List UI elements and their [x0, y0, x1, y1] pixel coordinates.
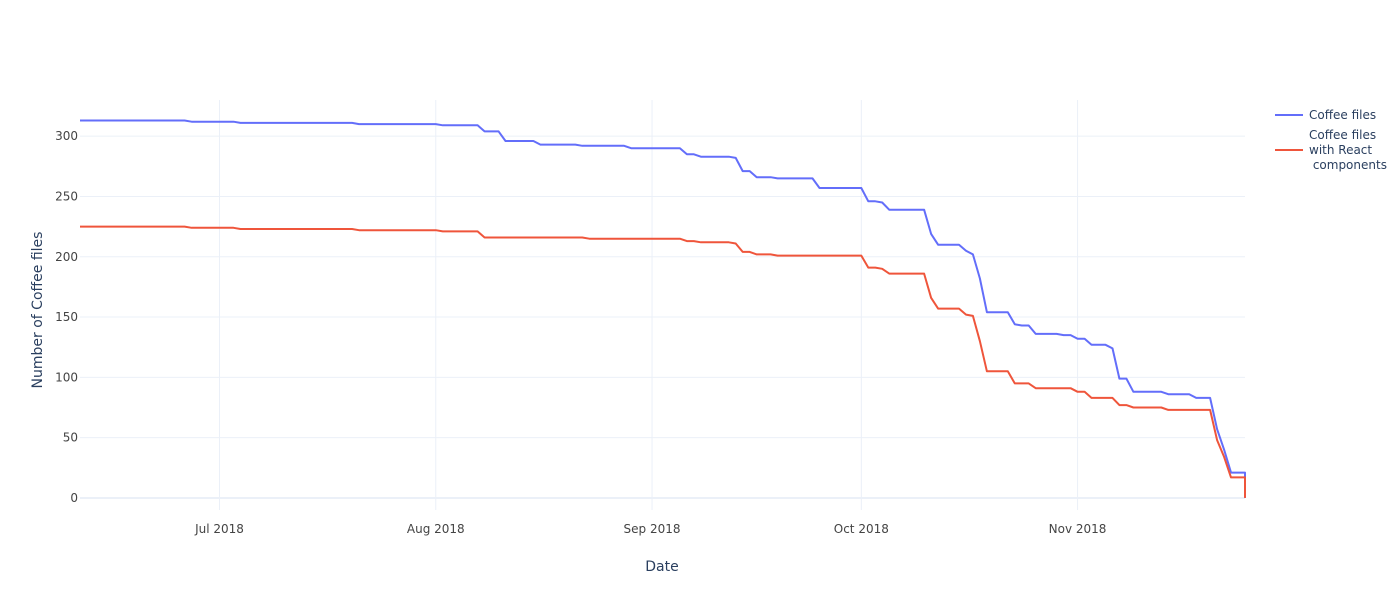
legend-label-line: components	[1309, 158, 1387, 172]
legend-label-line: with React	[1309, 143, 1372, 157]
legend-item-1[interactable]: Coffee files	[1275, 108, 1376, 122]
y-tick-label: 50	[63, 431, 78, 445]
y-tick-label: 100	[55, 370, 78, 384]
legend-item-2[interactable]: Coffee files with React components	[1275, 128, 1387, 172]
x-tick-label: Aug 2018	[407, 522, 465, 536]
x-tick-label: Sep 2018	[624, 522, 681, 536]
series-line-2	[80, 225, 1246, 498]
series-line-1	[80, 119, 1246, 498]
x-tick-label: Jul 2018	[194, 522, 244, 536]
y-axis-title: Number of Coffee files	[30, 232, 46, 389]
grid-lines	[80, 100, 1245, 510]
y-tick-label: 250	[55, 189, 78, 203]
x-tick-label: Oct 2018	[834, 522, 889, 536]
y-tick-label: 0	[70, 491, 78, 505]
legend-label: Coffee files	[1309, 108, 1376, 122]
x-axis-title: Date	[645, 559, 678, 575]
series-lines	[80, 119, 1246, 498]
legend-label-line: Coffee files	[1309, 128, 1376, 142]
y-tick-label: 150	[55, 310, 78, 324]
y-axis-ticks: 0 50 100 150 200 250 300	[55, 129, 78, 505]
x-tick-label: Nov 2018	[1049, 522, 1107, 536]
legend-label-line: Coffee files	[1309, 108, 1376, 122]
x-axis-ticks: Jul 2018 Aug 2018 Sep 2018 Oct 2018 Nov 2018	[194, 522, 1106, 536]
y-tick-label: 300	[55, 129, 78, 143]
legend-label: Coffee files with React components	[1309, 128, 1387, 172]
y-tick-label: 200	[55, 250, 78, 264]
